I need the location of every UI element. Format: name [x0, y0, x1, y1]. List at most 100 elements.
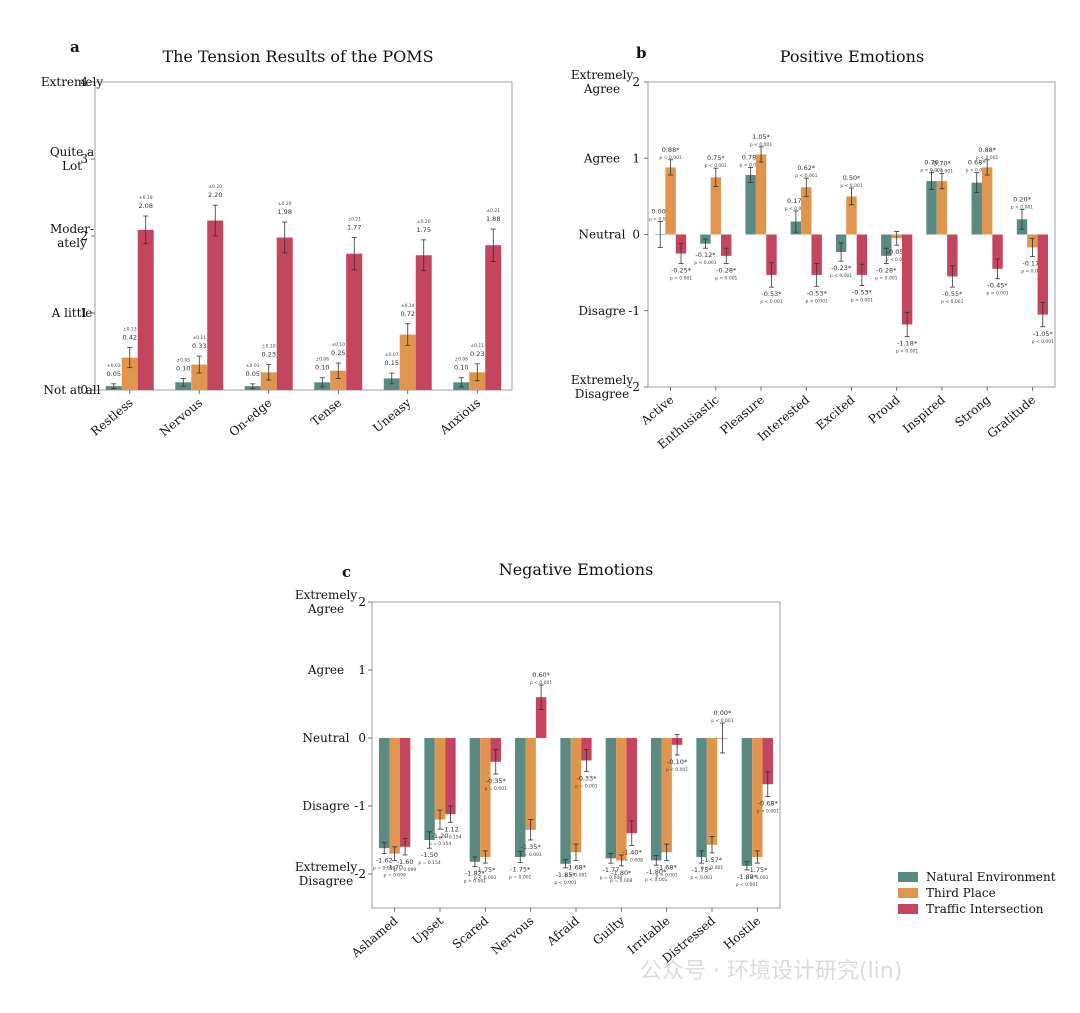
y-tick-label: -2 — [354, 867, 366, 881]
x-tick-label-anxious: Anxious — [437, 396, 484, 438]
data-label: -1.18* — [897, 340, 918, 348]
y-scale-label: Extremely — [571, 373, 634, 387]
y-tick-label: 2 — [358, 595, 366, 609]
data-sublabel: p = 0.099 — [394, 867, 417, 873]
data-label: 0.10 — [176, 364, 190, 372]
bar-interested-1 — [801, 187, 812, 235]
bar-ashamed-0 — [379, 738, 390, 849]
y-tick-label: 1 — [80, 306, 88, 320]
data-label: -0.53* — [852, 289, 873, 297]
bar-scared-1 — [480, 738, 491, 857]
data-label: -0.05* — [887, 248, 908, 256]
x-tick-label-upset: Upset — [409, 913, 446, 947]
data-sublabel: p < 0.001 — [666, 767, 689, 773]
y-scale-label: Neutral — [579, 228, 626, 242]
bar-proud-2 — [901, 234, 913, 325]
data-label: 0.10 — [315, 364, 329, 372]
data-sublabel: p < 0.001 — [565, 872, 588, 878]
y-tick-label: -1 — [628, 304, 640, 318]
bar-interested-2 — [811, 234, 822, 275]
data-label: -0.33* — [576, 774, 597, 782]
y-scale-label: Quite a — [50, 145, 94, 159]
bar-excited-2 — [856, 234, 868, 275]
data-sublabel: p < 0.001 — [694, 260, 717, 266]
data-label: -0.12* — [695, 251, 716, 259]
legend: Natural Environment Third Place Traffic In… — [898, 870, 1056, 916]
data-sublabel: ±0.20 — [208, 184, 222, 190]
y-tick-label: 0 — [632, 228, 640, 242]
data-sublabel: ±0.06 — [315, 357, 329, 363]
data-sublabel: ±0.10 — [331, 342, 345, 348]
x-tick-label-excited: Excited — [813, 392, 857, 432]
x-tick-label-scared: Scared — [450, 913, 492, 951]
bar-active-1 — [665, 167, 676, 235]
data-label: 0.10 — [454, 364, 468, 372]
data-sublabel: p < 0.001 — [645, 877, 668, 883]
data-sublabel: p < 0.001 — [705, 163, 728, 169]
data-sublabel: p < 0.001 — [1032, 339, 1055, 345]
data-label: 0.88* — [662, 146, 680, 154]
data-label: -0.17* — [1022, 260, 1043, 268]
y-scale-label: Disagre — [578, 304, 625, 318]
legend-label: Traffic Intersection — [926, 902, 1044, 916]
data-label: 0.60* — [532, 671, 550, 679]
data-label: -1.85* — [556, 871, 577, 879]
data-sublabel: ±0.18 — [139, 195, 153, 201]
data-label: -1.82* — [465, 870, 486, 878]
y-tick-label: 3 — [80, 152, 88, 166]
x-tick-label-proud: Proud — [866, 392, 903, 426]
bar-guilty-2 — [626, 738, 637, 834]
bar-guilty-1 — [616, 738, 627, 861]
x-tick-label-nervous: Nervous — [157, 396, 205, 440]
y-scale-label: Extremely — [295, 588, 358, 602]
x-tick-label-on-edge: On-edge — [226, 396, 274, 440]
data-label: -1.35* — [521, 843, 542, 851]
data-sublabel: p < 0.001 — [464, 879, 487, 885]
x-tick-label-tense: Tense — [308, 396, 344, 429]
data-label: -0.53* — [807, 289, 828, 297]
panel-b-positive-chart: b Positive Emotions -2-1012ExtremelyAgre… — [571, 44, 1056, 452]
data-sublabel: p = 0.001 — [509, 874, 532, 880]
data-sublabel: ±0.11 — [470, 343, 484, 349]
data-sublabel: ±0.20 — [417, 219, 431, 225]
y-tick-label: 1 — [632, 151, 640, 165]
data-label: 0.15 — [385, 359, 399, 367]
data-label: -0.10* — [667, 758, 688, 766]
bar-hostile-0 — [741, 738, 753, 866]
y-scale-label: Extremely — [571, 68, 634, 82]
data-sublabel: p = 0.099 — [373, 866, 396, 872]
data-label: 1.98 — [277, 208, 291, 216]
bar-uneasy-1 — [399, 334, 416, 390]
y-scale-label: Agree — [307, 602, 344, 616]
data-label: 0.42 — [123, 334, 137, 342]
legend-label: Third Place — [926, 886, 996, 900]
bar-proud-0 — [881, 234, 892, 256]
y-scale-label: Lot — [62, 159, 82, 173]
data-sublabel: p < 0.001 — [760, 299, 783, 305]
panel-a-title: The Tension Results of the POMS — [162, 47, 433, 66]
data-label: 0.00* — [651, 208, 669, 216]
y-scale-label: Disagree — [299, 874, 353, 888]
y-scale-label: Agree — [307, 663, 344, 677]
bar-restless-2 — [137, 229, 154, 390]
data-label: 2.08 — [138, 202, 152, 210]
data-sublabel: p < 0.001 — [670, 275, 693, 281]
data-sublabel: p < 0.001 — [739, 162, 762, 168]
data-label: -0.45* — [988, 282, 1009, 290]
data-sublabel: p < 0.001 — [554, 880, 577, 886]
data-label: 0.68* — [968, 159, 986, 167]
bar-distressed-1 — [706, 738, 718, 845]
data-sublabel: p < 0.001 — [659, 155, 682, 161]
data-label: -1.75* — [692, 866, 713, 874]
bar-irritable-0 — [651, 738, 662, 861]
bar-tense-2 — [346, 253, 363, 390]
data-sublabel: p < 0.001 — [840, 183, 863, 189]
bar-pleasure-2 — [766, 234, 777, 275]
data-sublabel: p < 0.001 — [701, 865, 724, 871]
panel-c-letter: c — [342, 563, 351, 581]
data-label: -1.80* — [611, 869, 632, 877]
y-scale-label: Disagre — [302, 799, 349, 813]
data-sublabel: ±0.13 — [123, 327, 137, 333]
data-label: -1.12 — [442, 825, 459, 833]
data-sublabel: p < 0.001 — [474, 875, 497, 881]
